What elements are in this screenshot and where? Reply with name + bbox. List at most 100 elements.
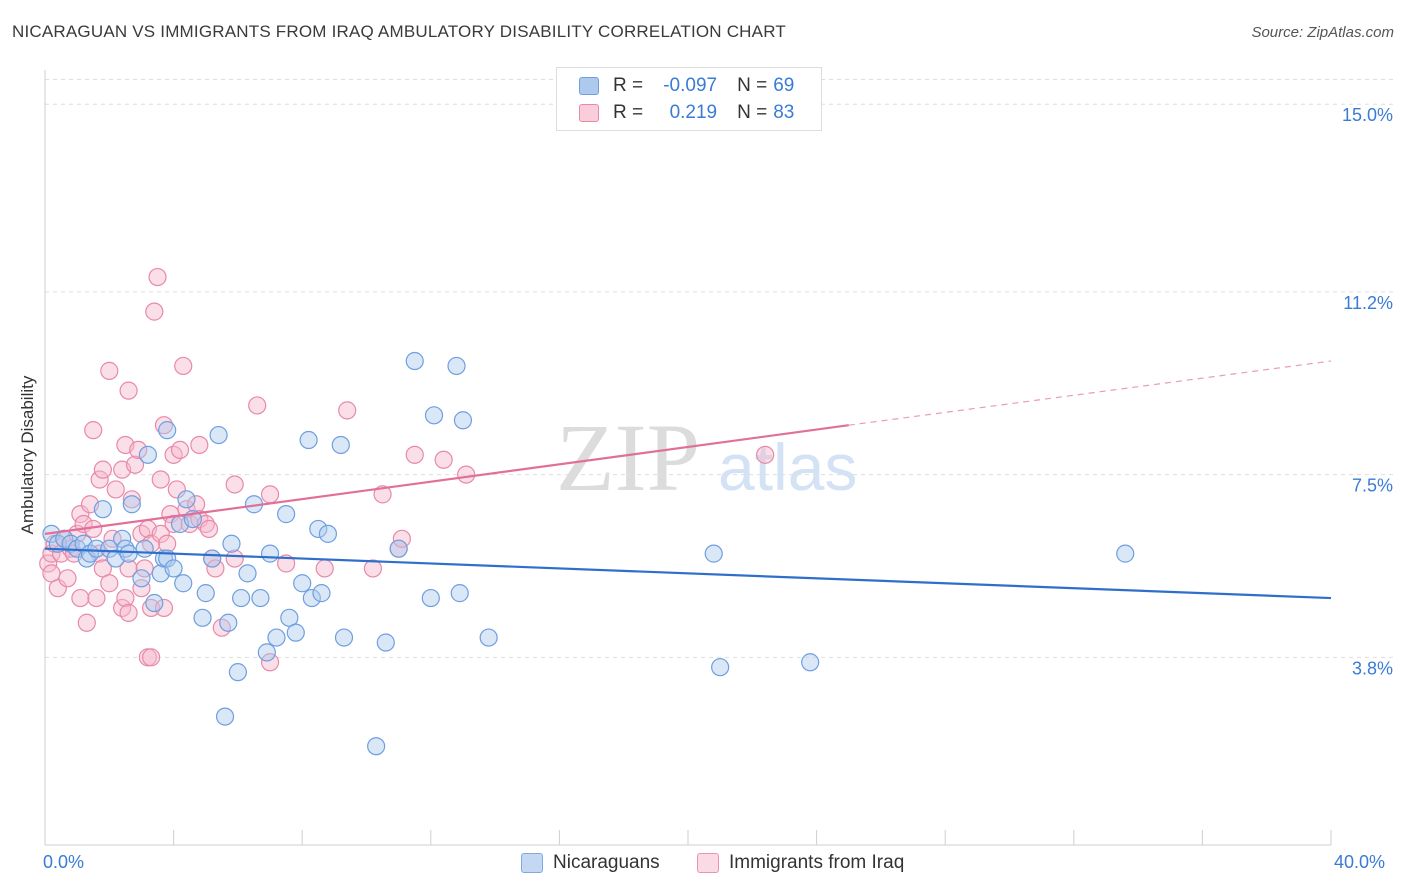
nicaraguan-point — [479, 628, 498, 647]
iraq-point — [434, 450, 453, 469]
nicaraguan-point — [203, 549, 222, 568]
legend-swatch-blue — [579, 77, 599, 95]
iraq-point — [260, 485, 280, 504]
iraq-point — [154, 416, 174, 435]
watermark-atlas: atlas — [718, 430, 857, 504]
legend-swatch-pink — [697, 853, 719, 873]
iraq-point — [129, 440, 148, 460]
x-ticks — [44, 830, 1332, 845]
nicaraguan-point — [100, 539, 119, 558]
nicaraguan-point — [424, 406, 444, 425]
iraq-point — [71, 505, 90, 524]
iraq-point — [405, 445, 424, 464]
nicaraguan-point — [312, 584, 331, 603]
nicaraguan-point — [367, 737, 386, 756]
y-tick-label: 11.2% — [1343, 293, 1393, 313]
legend-label-nicaraguans: Nicaraguans — [553, 852, 660, 873]
iraq-point — [315, 559, 334, 578]
iraq-point — [154, 598, 174, 618]
nicaraguan-point — [135, 539, 154, 558]
nicaraguan-point — [251, 588, 270, 608]
trendlines — [44, 360, 1332, 600]
iraq-point — [93, 460, 112, 479]
iraq-point — [116, 588, 135, 608]
source-label: Source: ZipAtlas.com — [1251, 24, 1394, 41]
nicaraguan-point — [331, 435, 350, 455]
iraq-point — [106, 480, 125, 499]
iraq-point — [119, 559, 138, 578]
iraq-trendline — [44, 424, 849, 535]
iraq-point — [100, 361, 119, 380]
nicaraguan-point — [174, 574, 193, 593]
nicaraguan-point — [132, 569, 151, 588]
iraq-point — [180, 514, 199, 534]
nicaraguan-point — [93, 500, 112, 519]
chart-title: NICARAGUAN VS IMMIGRANTS FROM IRAQ AMBUL… — [12, 22, 786, 41]
legend-r-label: R = — [613, 102, 644, 123]
legend-r-value: 0.219 — [669, 102, 718, 123]
correlation-legend: R = -0.097 N = 69 R = 0.219 N = 83 — [556, 67, 822, 131]
iraq-points — [39, 267, 775, 672]
iraq-point — [119, 603, 138, 622]
iraq-point — [225, 549, 244, 568]
nicaraguan-point — [334, 628, 354, 647]
legend-swatch-pink — [579, 104, 599, 122]
iraq-point — [58, 569, 77, 588]
nicaraguan-point — [257, 643, 276, 662]
iraq-point — [48, 579, 67, 598]
iraq-point — [151, 524, 170, 543]
legend-n-label: N = — [737, 102, 768, 123]
nicaraguan-point — [209, 425, 228, 445]
iraq-point — [148, 267, 167, 287]
legend-swatch-blue — [521, 853, 543, 873]
legend-row-iraq: R = 0.219 N = 83 — [579, 100, 813, 126]
nicaraguan-point — [704, 544, 723, 563]
iraq-trendline-extension — [848, 360, 1332, 426]
legend-item-nicaraguans: Nicaraguans — [521, 852, 660, 874]
nicaraguan-point — [286, 623, 305, 642]
iraq-point — [277, 554, 296, 573]
nicaraguan-point — [138, 445, 157, 464]
iraq-point — [87, 588, 106, 608]
legend-item-iraq: Immigrants from Iraq — [697, 852, 904, 874]
x-tick-label-max: 40.0% — [1334, 852, 1386, 872]
nicaraguan-point — [389, 539, 408, 558]
iraq-point — [141, 598, 161, 618]
iraq-point — [158, 534, 177, 553]
series-legend: Nicaraguans Immigrants from Iraq — [0, 852, 1406, 878]
iraq-point — [170, 440, 190, 460]
iraq-point — [125, 455, 145, 474]
iraq-point — [167, 480, 186, 499]
nicaraguan-point — [164, 559, 183, 578]
iraq-point — [71, 588, 90, 608]
nicaraguan-point — [260, 544, 280, 563]
iraq-point — [338, 401, 357, 420]
iraq-point — [457, 465, 476, 484]
nicaraguan-point — [299, 430, 318, 450]
nicaraguan-point — [238, 564, 257, 583]
nicaraguan-point — [215, 707, 235, 726]
nicaraguan-point — [421, 588, 440, 608]
nicaraguan-point — [277, 505, 296, 524]
nicaraguan-point — [453, 411, 473, 430]
nicaraguan-point — [302, 588, 321, 608]
iraq-point — [39, 554, 58, 573]
iraq-point — [132, 579, 151, 598]
nicaraguan-point — [145, 593, 164, 613]
iraq-point — [260, 653, 280, 672]
legend-r-value: -0.097 — [663, 75, 718, 96]
legend-row-nicaraguans: R = -0.097 N = 69 — [579, 73, 813, 99]
nicaraguan-point — [801, 653, 820, 672]
nicaraguan-point — [122, 495, 141, 514]
nicaraguan-point — [711, 658, 730, 677]
y-tick-label: 7.5% — [1352, 476, 1393, 496]
x-tick-label-min: 0.0% — [43, 852, 85, 872]
nicaraguan-point — [158, 421, 177, 440]
nicaraguan-point — [318, 524, 338, 543]
y-tick-labels: 3.8% 7.5% 11.2% 15.0% — [1342, 105, 1393, 678]
iraq-point — [363, 559, 383, 578]
iraq-point — [151, 470, 170, 489]
iraq-point — [174, 356, 193, 376]
nicaraguan-point — [309, 519, 328, 539]
nicaraguan-point — [267, 628, 286, 647]
